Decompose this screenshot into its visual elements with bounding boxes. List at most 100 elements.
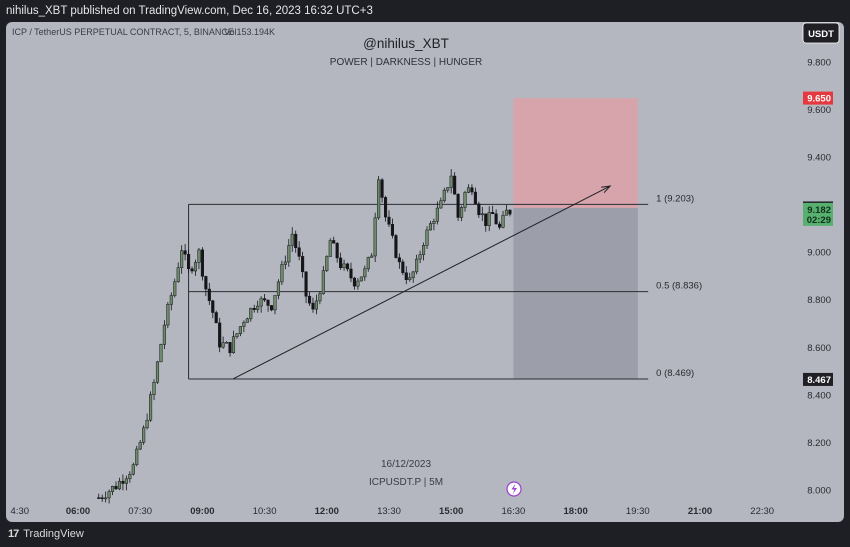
- candle-up: [173, 281, 177, 296]
- symbol-line: ICP / TetherUS PERPETUAL CONTRACT, 5, BI…: [12, 27, 234, 37]
- candle-down: [214, 312, 218, 324]
- candle-up: [259, 298, 263, 307]
- candle-down: [394, 235, 398, 258]
- candle-down: [207, 288, 211, 302]
- candle-down: [352, 277, 356, 287]
- candle-down: [484, 213, 488, 226]
- candle-down: [508, 209, 512, 215]
- watermark-tagline: POWER | DARKNESS | HUNGER: [330, 57, 482, 68]
- candle-up: [152, 381, 156, 396]
- candle-up: [373, 217, 377, 257]
- candle-up: [145, 419, 149, 429]
- price-tick-label: 8.400: [807, 390, 831, 401]
- candle-up: [128, 473, 132, 480]
- candle-up: [363, 268, 367, 278]
- price-axis[interactable]: 8.0008.2008.4008.6008.8009.0009.2009.400…: [803, 57, 833, 496]
- price-tick-label: 8.200: [807, 438, 831, 449]
- candle-down: [263, 298, 267, 301]
- price-tick-label: 9.000: [807, 248, 831, 259]
- trendline-arrowhead: [601, 185, 612, 194]
- candle-up: [142, 427, 146, 443]
- candle-up: [124, 478, 128, 484]
- candle-up: [501, 214, 505, 228]
- watermark-date: 16/12/2023: [381, 459, 431, 470]
- candle-up: [225, 342, 229, 344]
- candle-up: [463, 192, 467, 208]
- candle-up: [131, 464, 135, 475]
- candle-down: [187, 253, 191, 270]
- time-tick-label: 10:30: [253, 506, 277, 517]
- candle-up: [111, 485, 115, 492]
- candle-up: [366, 257, 370, 270]
- candle-up: [325, 256, 329, 271]
- candle-up: [197, 249, 201, 263]
- candle-down: [269, 305, 274, 311]
- candle-up: [249, 308, 253, 320]
- candle-up: [231, 336, 236, 354]
- candle-up: [342, 263, 346, 268]
- candle-down: [97, 497, 101, 499]
- candle-down: [404, 272, 408, 280]
- candle-down: [190, 268, 194, 272]
- price-badge-label: 9.182: [807, 205, 831, 216]
- candle-up: [221, 342, 225, 348]
- price-tick-label: 8.800: [807, 295, 831, 306]
- lightning-icon[interactable]: [506, 481, 522, 497]
- candle-down: [401, 261, 405, 274]
- price-badge: [803, 91, 833, 105]
- candle-up: [428, 223, 433, 231]
- candle-up: [169, 295, 173, 305]
- candle-up: [256, 305, 260, 310]
- price-tick-label: 8.600: [807, 343, 831, 354]
- candle-up: [138, 442, 142, 450]
- candle-down: [332, 240, 336, 244]
- price-badge: [803, 202, 833, 216]
- time-axis[interactable]: 4:30 06:00 07:30 09:00 10:30 12:00 13:30 15:00 1…: [11, 506, 775, 517]
- candle-up: [245, 318, 249, 323]
- price-chart[interactable]: 1 (9.203) 0.5 (8.836) 0 (8.469) 8.000 8.200…: [6, 22, 844, 522]
- time-tick-label: 19:30: [626, 506, 650, 517]
- candle-down: [252, 308, 256, 310]
- candle-up: [460, 207, 464, 218]
- candle-up: [117, 480, 122, 490]
- publish-bar: nihilus_XBT published on TradingView.com…: [0, 0, 850, 22]
- currency-button[interactable]: USDT: [802, 22, 840, 44]
- candle-down: [294, 233, 298, 248]
- candle-up: [439, 200, 443, 209]
- time-tick-label: 12:00: [315, 506, 339, 517]
- trendline[interactable]: [233, 185, 612, 380]
- candle-up: [290, 233, 294, 246]
- candle-up: [487, 212, 491, 226]
- candle-down: [345, 263, 350, 270]
- candle-up: [159, 344, 163, 363]
- candle-down: [218, 322, 222, 348]
- candle-up: [442, 189, 446, 202]
- candle-up: [176, 267, 180, 283]
- candle-down: [383, 197, 388, 218]
- fib-levels: 1 (9.203) 0.5 (8.836) 0 (8.469): [188, 193, 702, 380]
- chart-background: [6, 22, 844, 522]
- candle-down: [380, 179, 384, 198]
- candle-up: [155, 361, 160, 383]
- candle-up: [466, 187, 471, 193]
- candle-up: [273, 295, 277, 311]
- price-tick-label: 9.600: [807, 105, 831, 116]
- candle-up: [162, 324, 166, 345]
- candle-up: [321, 270, 325, 294]
- candle-down: [183, 250, 187, 255]
- candle-up: [193, 262, 198, 272]
- tradingview-logo[interactable]: 17 TradingView: [8, 528, 84, 540]
- candle-up: [166, 304, 170, 326]
- candle-down: [470, 187, 474, 193]
- candle-down: [200, 249, 204, 277]
- candle-up: [504, 209, 509, 216]
- candle-down: [114, 485, 118, 490]
- candle-up: [418, 254, 422, 260]
- candle-up: [449, 175, 453, 188]
- time-tick-label: 07:30: [128, 506, 152, 517]
- candle-up: [318, 293, 322, 302]
- candle-down: [204, 276, 208, 290]
- candle-down: [100, 497, 104, 499]
- watermark-ticker: ICPUSDT.P | 5M: [369, 477, 443, 488]
- candle-down: [498, 223, 502, 228]
